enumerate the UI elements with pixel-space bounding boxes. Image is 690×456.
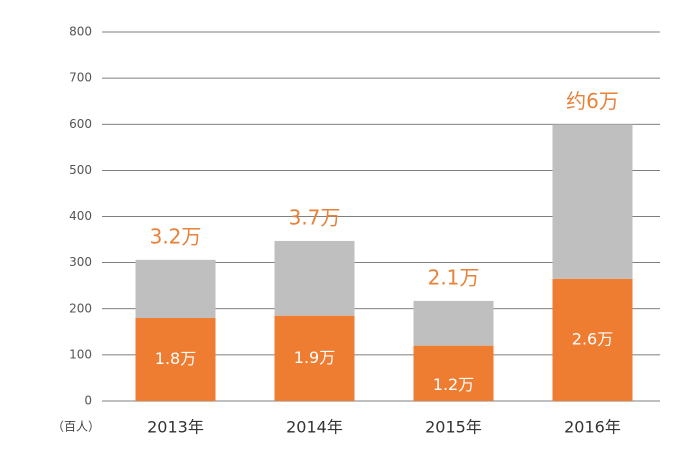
- y-tick-label: 700: [69, 71, 92, 85]
- total-annotation: 约6万: [566, 89, 619, 113]
- y-axis-unit: （百人）: [52, 420, 100, 434]
- value-label: 1.9万: [294, 348, 335, 367]
- bar-segment: [274, 240, 355, 316]
- value-label: 2.6万: [572, 329, 613, 348]
- total-annotation: 3.7万: [289, 205, 341, 229]
- bar-segment: [413, 345, 494, 401]
- x-tick-label: 2013年: [147, 418, 204, 437]
- value-label: 1.8万: [155, 349, 196, 368]
- y-tick-label: 100: [69, 347, 92, 361]
- bar-segment: [413, 300, 494, 346]
- bar-segment: [552, 278, 633, 401]
- y-tick-label: 400: [69, 209, 92, 223]
- bar-segment: [135, 317, 216, 401]
- y-tick-label: 0: [84, 394, 92, 408]
- value-label: 1.2万: [433, 375, 474, 394]
- bar-segment: [552, 124, 633, 279]
- total-annotation: 3.2万: [150, 224, 202, 248]
- bar-segment: [274, 315, 355, 401]
- y-tick-label: 800: [69, 25, 92, 39]
- y-tick-label: 500: [69, 163, 92, 177]
- y-tick-label: 200: [69, 301, 92, 315]
- bar-segment: [135, 259, 216, 318]
- y-tick-label: 300: [69, 255, 92, 269]
- x-tick-label: 2014年: [286, 418, 343, 437]
- x-tick-label: 2016年: [564, 418, 621, 437]
- y-tick-label: 600: [69, 117, 92, 131]
- x-tick-label: 2015年: [425, 418, 482, 437]
- total-annotation: 2.1万: [428, 265, 480, 289]
